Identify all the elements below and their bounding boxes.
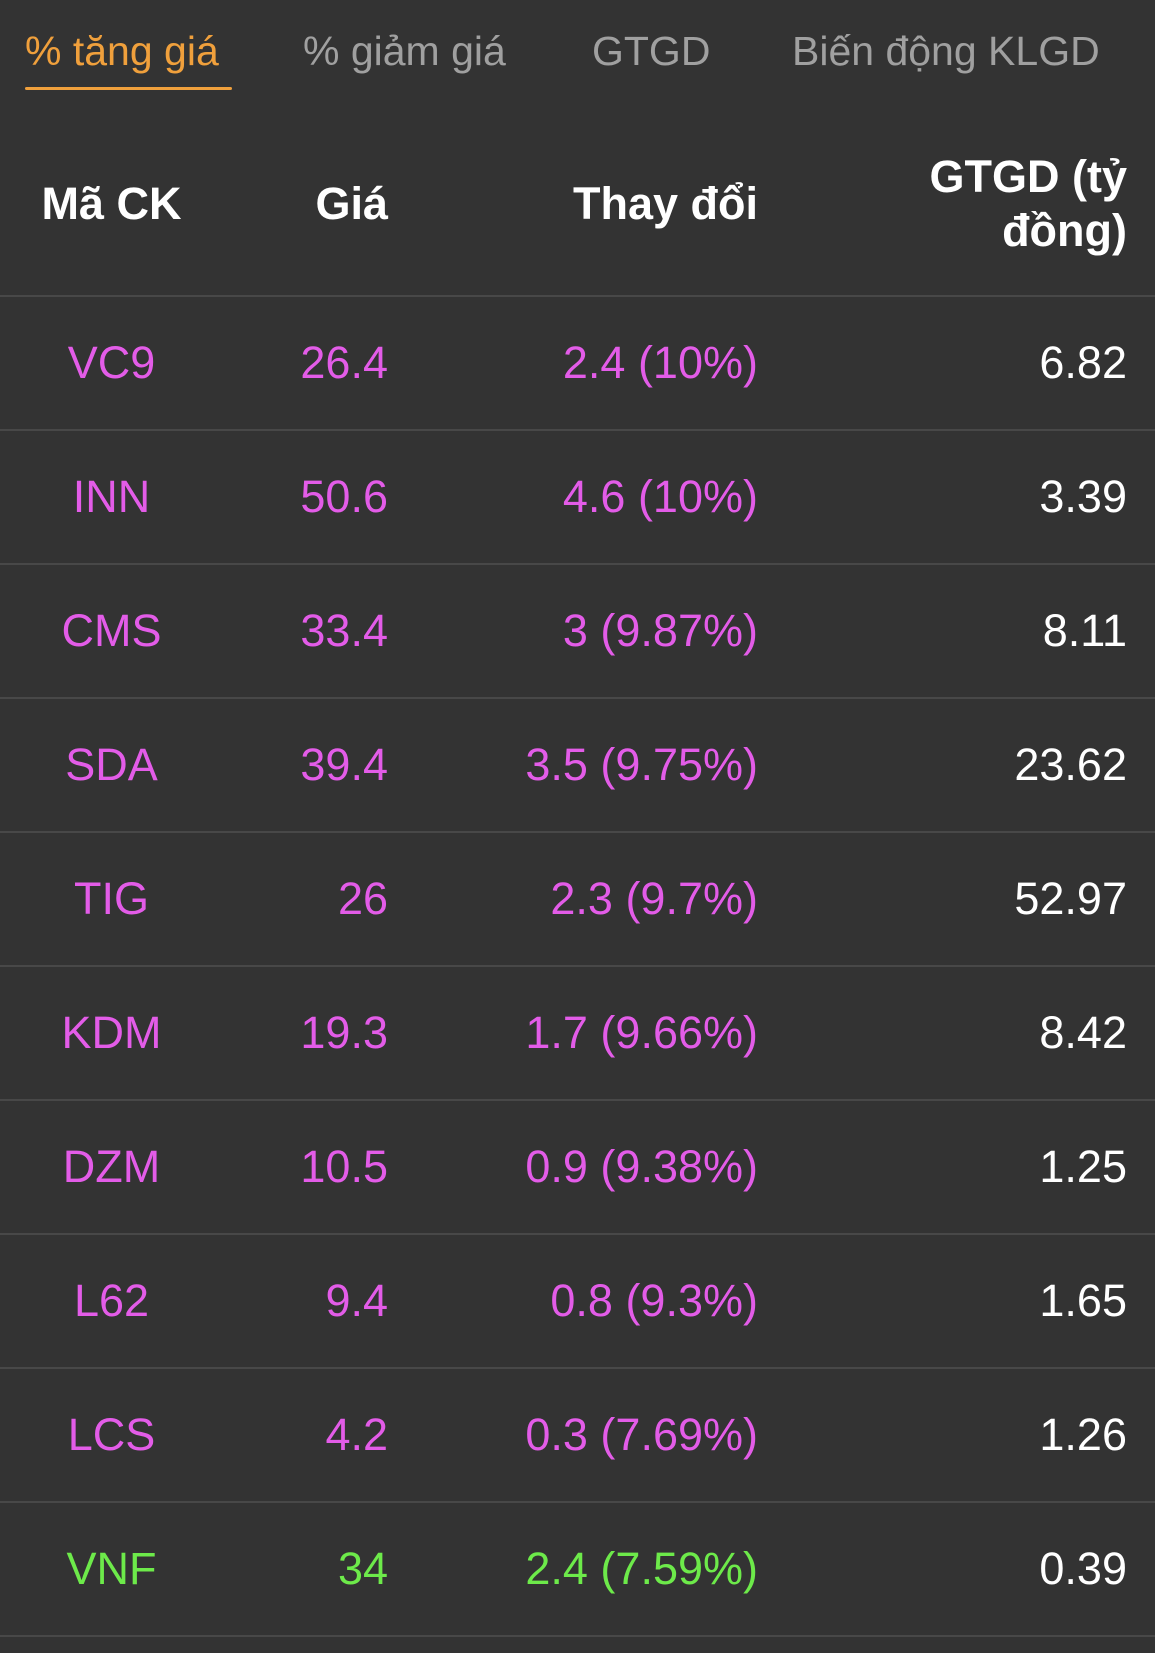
row-trading-value: 0.39 xyxy=(758,1502,1155,1637)
header-trading-value-line2: đồng) xyxy=(1002,204,1127,256)
table-header-row: Mã CK Giá Thay đổi GTGD (tỷ đồng) xyxy=(0,112,1155,297)
row-symbol[interactable]: DZM xyxy=(0,1100,223,1235)
row-price: 50.6 xyxy=(223,430,388,565)
row-price: 26 xyxy=(223,832,388,967)
table-row[interactable]: VC9 26.4 2.4 (10%) 6.82 xyxy=(0,296,1155,431)
row-change: 2.3 (9.7%) xyxy=(388,832,758,967)
row-price: 33.4 xyxy=(223,564,388,699)
header-trading-value[interactable]: GTGD (tỷ đồng) xyxy=(758,112,1155,297)
row-change: 0.3 (7.69%) xyxy=(388,1368,758,1503)
tab-volume-change[interactable]: Biến động KLGD xyxy=(792,28,1100,74)
row-symbol[interactable]: SDA xyxy=(0,698,223,833)
row-change: 1.7 (9.66%) xyxy=(388,966,758,1101)
row-trading-value: 6.82 xyxy=(758,296,1155,431)
tab-bar: % tăng giá % giảm giá GTGD Biến động KLG… xyxy=(0,0,1155,112)
row-symbol[interactable]: TIG xyxy=(0,832,223,967)
row-price: 39.4 xyxy=(223,698,388,833)
table-row[interactable]: KDM 19.3 1.7 (9.66%) 8.42 xyxy=(0,966,1155,1101)
header-price[interactable]: Giá xyxy=(223,112,388,297)
header-symbol[interactable]: Mã CK xyxy=(0,112,223,297)
row-symbol[interactable]: LCS xyxy=(0,1368,223,1503)
row-trading-value: 3.39 xyxy=(758,430,1155,565)
row-change: 2.4 (7.59%) xyxy=(388,1502,758,1637)
active-tab-underline xyxy=(25,87,232,90)
header-trading-value-line1: GTGD (tỷ xyxy=(929,150,1128,202)
row-symbol[interactable]: VC9 xyxy=(0,296,223,431)
table-row[interactable]: CMS 33.4 3 (9.87%) 8.11 xyxy=(0,564,1155,699)
row-symbol[interactable]: INN xyxy=(0,430,223,565)
row-price: 10.5 xyxy=(223,1100,388,1235)
row-trading-value: 1.25 xyxy=(758,1100,1155,1235)
tab-percent-increase[interactable]: % tăng giá xyxy=(25,28,219,74)
row-price: 26.4 xyxy=(223,296,388,431)
row-trading-value: 1.26 xyxy=(758,1368,1155,1503)
table-row[interactable]: VNF 34 2.4 (7.59%) 0.39 xyxy=(0,1502,1155,1637)
row-symbol[interactable]: VNF xyxy=(0,1502,223,1637)
row-symbol[interactable]: L62 xyxy=(0,1234,223,1369)
tab-trading-value[interactable]: GTGD xyxy=(592,28,711,74)
row-trading-value: 8.11 xyxy=(758,564,1155,699)
row-price: 4.2 xyxy=(223,1368,388,1503)
table-row[interactable]: TIG 26 2.3 (9.7%) 52.97 xyxy=(0,832,1155,967)
table-row[interactable]: L62 9.4 0.8 (9.3%) 1.65 xyxy=(0,1234,1155,1369)
row-change: 0.8 (9.3%) xyxy=(388,1234,758,1369)
row-trading-value: 1.65 xyxy=(758,1234,1155,1369)
row-change: 2.4 (10%) xyxy=(388,296,758,431)
row-change: 3 (9.87%) xyxy=(388,564,758,699)
row-price: 34 xyxy=(223,1502,388,1637)
tab-percent-decrease[interactable]: % giảm giá xyxy=(303,28,506,74)
row-symbol[interactable]: CMS xyxy=(0,564,223,699)
row-trading-value: 52.97 xyxy=(758,832,1155,967)
row-trading-value: 23.62 xyxy=(758,698,1155,833)
table-row[interactable]: INN 50.6 4.6 (10%) 3.39 xyxy=(0,430,1155,565)
row-change: 4.6 (10%) xyxy=(388,430,758,565)
row-trading-value: 8.42 xyxy=(758,966,1155,1101)
row-symbol[interactable]: KDM xyxy=(0,966,223,1101)
table-row[interactable]: SDA 39.4 3.5 (9.75%) 23.62 xyxy=(0,698,1155,833)
header-change[interactable]: Thay đổi xyxy=(388,112,758,297)
row-change: 0.9 (9.38%) xyxy=(388,1100,758,1235)
stock-table: Mã CK Giá Thay đổi GTGD (tỷ đồng) VC9 26… xyxy=(0,112,1155,1637)
table-row[interactable]: LCS 4.2 0.3 (7.69%) 1.26 xyxy=(0,1368,1155,1503)
row-change: 3.5 (9.75%) xyxy=(388,698,758,833)
row-price: 19.3 xyxy=(223,966,388,1101)
table-row[interactable]: DZM 10.5 0.9 (9.38%) 1.25 xyxy=(0,1100,1155,1235)
row-price: 9.4 xyxy=(223,1234,388,1369)
